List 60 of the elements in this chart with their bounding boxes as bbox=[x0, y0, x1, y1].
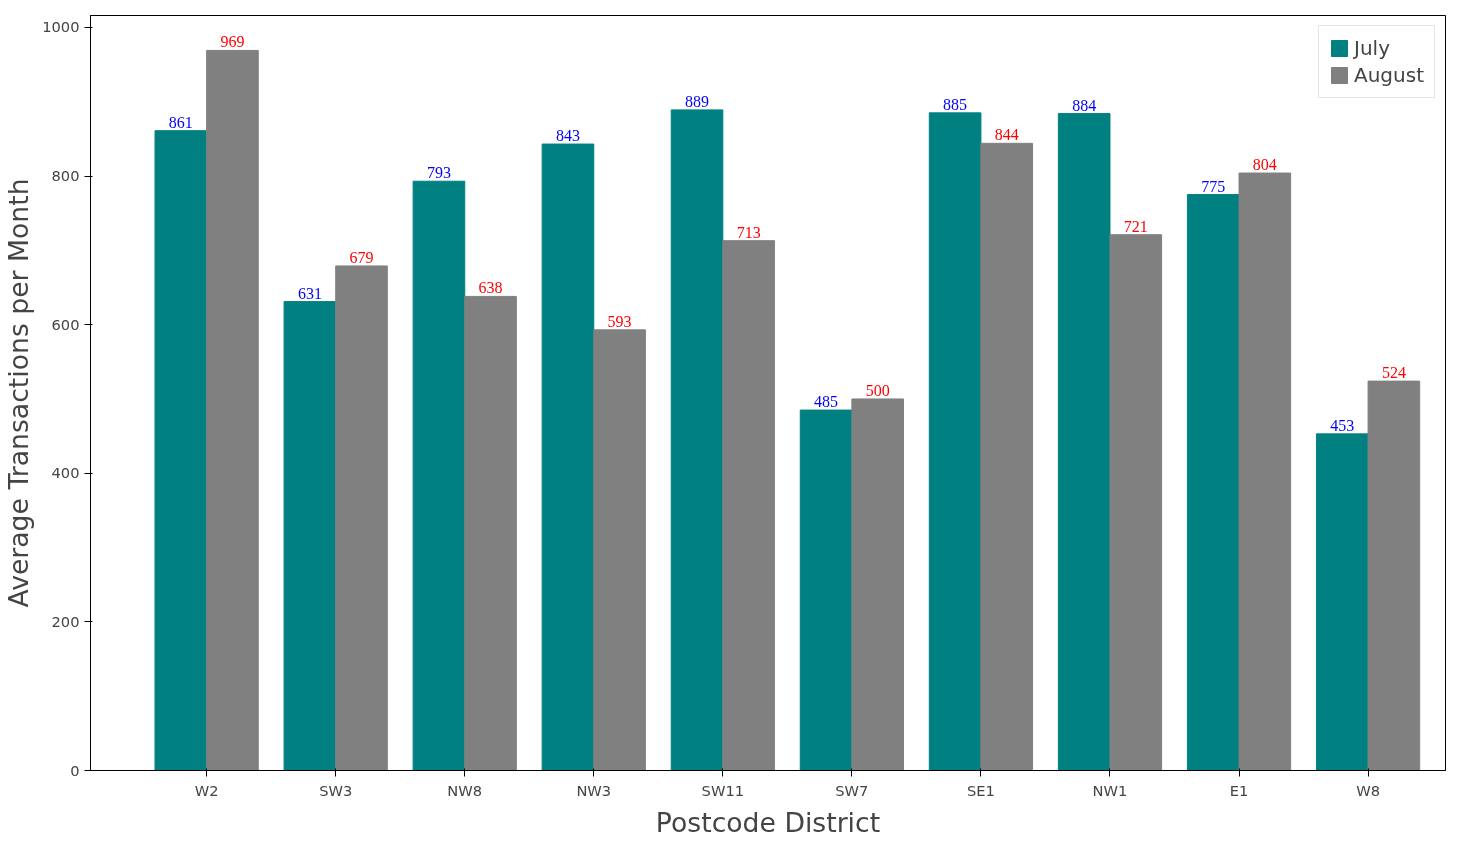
bar bbox=[1367, 380, 1421, 771]
data-label: 721 bbox=[1123, 217, 1148, 235]
bar bbox=[799, 409, 853, 771]
x-tick-label: E1 bbox=[1229, 781, 1249, 799]
data-label: 631 bbox=[297, 284, 322, 302]
data-label: 485 bbox=[814, 393, 839, 411]
bar bbox=[670, 109, 724, 771]
data-label: 453 bbox=[1330, 416, 1355, 434]
y-tick-label: 400 bbox=[51, 464, 80, 482]
y-tick-label: 800 bbox=[51, 167, 80, 185]
data-label: 593 bbox=[607, 312, 632, 330]
legend-label: August bbox=[1354, 63, 1424, 87]
x-axis-title: Postcode District bbox=[655, 806, 881, 838]
y-tick-label: 0 bbox=[70, 761, 80, 779]
x-tick-label: W2 bbox=[194, 781, 219, 799]
data-label: 638 bbox=[478, 279, 503, 297]
data-label: 804 bbox=[1252, 156, 1277, 174]
x-tick-label: SW11 bbox=[701, 781, 745, 799]
y-tick-label: 600 bbox=[51, 315, 80, 333]
bar bbox=[541, 143, 595, 771]
x-tick-label: SE1 bbox=[966, 781, 995, 799]
data-label: 844 bbox=[994, 126, 1019, 144]
y-axis-title: Average Transactions per Month bbox=[3, 178, 35, 608]
bar bbox=[1315, 433, 1369, 771]
bar bbox=[206, 49, 259, 771]
data-label: 969 bbox=[220, 33, 245, 51]
bar bbox=[593, 329, 646, 771]
data-label: 884 bbox=[1072, 96, 1097, 114]
bar bbox=[851, 398, 904, 771]
data-label: 679 bbox=[349, 248, 374, 266]
bar bbox=[335, 265, 388, 771]
data-label: 500 bbox=[865, 381, 890, 399]
x-tick-label: NW8 bbox=[447, 781, 483, 799]
x-tick-label: NW3 bbox=[576, 781, 612, 799]
x-tick-label: SW3 bbox=[319, 781, 353, 799]
bar bbox=[412, 180, 466, 771]
y-tick-label: 1000 bbox=[42, 18, 80, 36]
y-tick-label: 200 bbox=[51, 612, 80, 630]
data-label: 885 bbox=[943, 95, 968, 113]
bar bbox=[1238, 172, 1292, 771]
x-tick-label: W8 bbox=[1356, 781, 1380, 799]
bar bbox=[1057, 113, 1111, 771]
data-label: 793 bbox=[426, 164, 451, 182]
x-tick-label: NW1 bbox=[1092, 781, 1128, 799]
bar bbox=[722, 240, 775, 771]
bar bbox=[154, 130, 208, 771]
data-label: 861 bbox=[168, 113, 193, 131]
x-tick-label: SW7 bbox=[835, 781, 869, 799]
legend-label: July bbox=[1354, 36, 1390, 60]
data-label: 889 bbox=[685, 92, 710, 110]
bar bbox=[283, 301, 337, 771]
bar bbox=[980, 142, 1034, 771]
bar bbox=[1186, 194, 1240, 771]
bar bbox=[928, 112, 982, 771]
bar bbox=[1109, 234, 1163, 771]
bar bbox=[464, 295, 517, 771]
data-label: 524 bbox=[1381, 364, 1406, 382]
data-label: 713 bbox=[736, 223, 761, 241]
data-label: 775 bbox=[1201, 177, 1226, 195]
data-label: 843 bbox=[555, 127, 580, 145]
